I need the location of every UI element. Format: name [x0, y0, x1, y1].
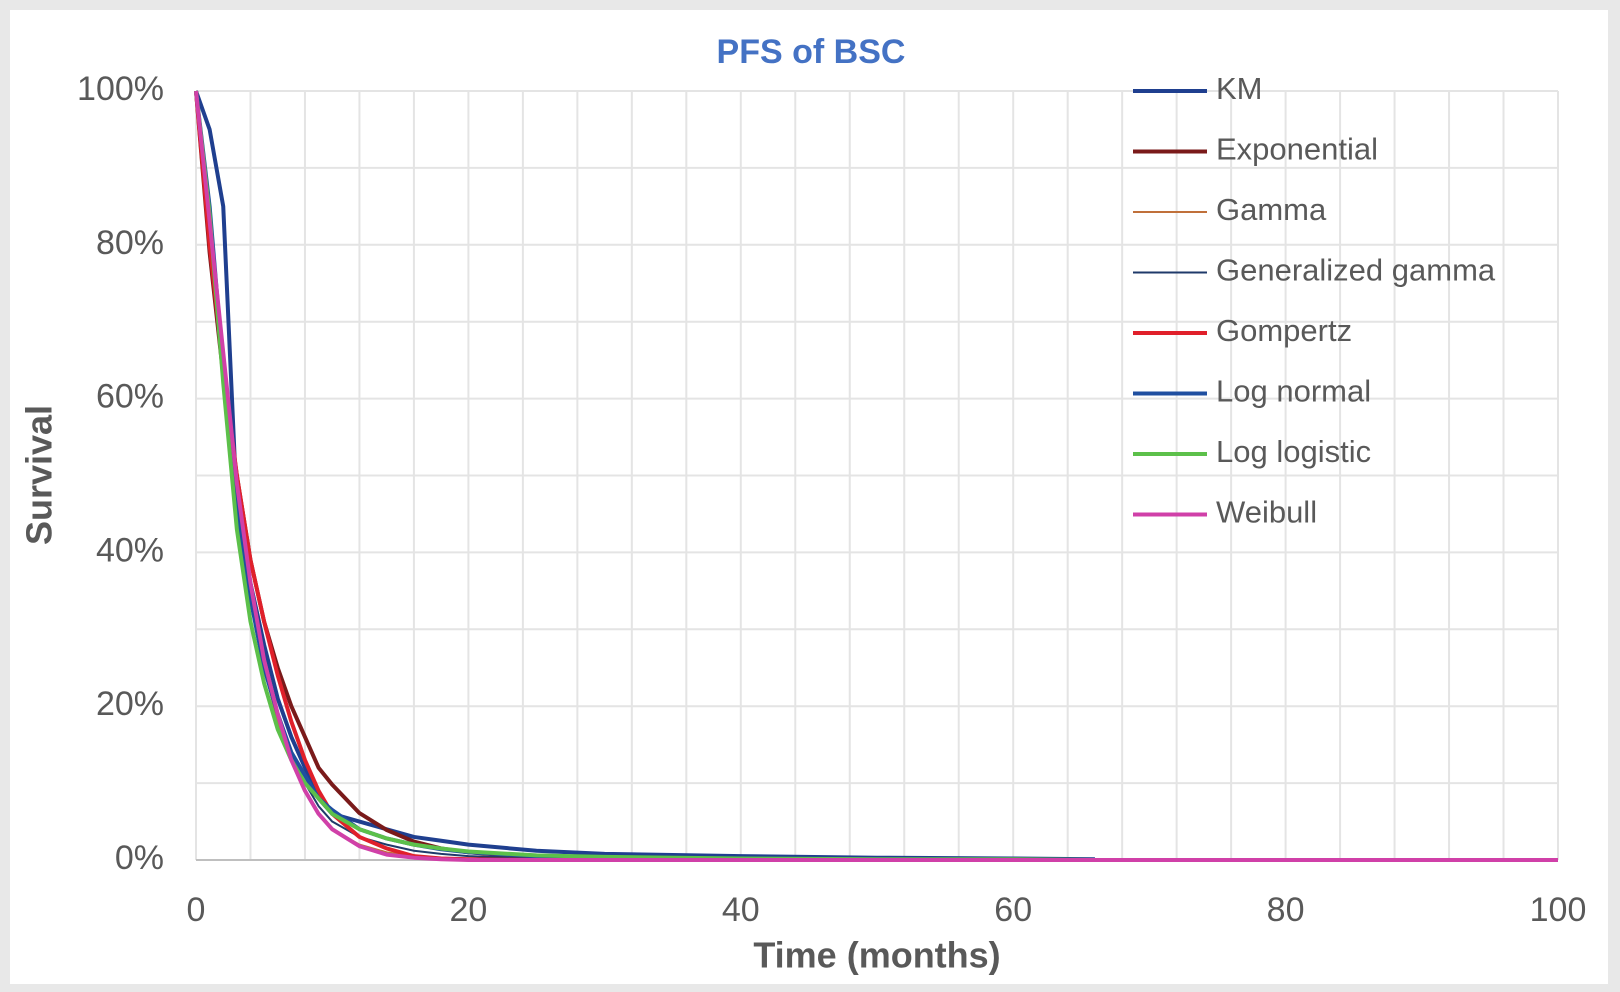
y-tick-label: 40%	[96, 531, 164, 569]
legend-label: Weibull	[1216, 495, 1317, 530]
legend-label: Gompertz	[1216, 313, 1352, 348]
chart-title: PFS of BSC	[717, 33, 906, 71]
legend-label: Log logistic	[1216, 434, 1371, 469]
y-tick-label: 0%	[115, 839, 164, 877]
y-axis-label: Survival	[19, 405, 60, 545]
legend-label: Generalized gamma	[1216, 253, 1496, 288]
y-tick-label: 60%	[96, 378, 164, 416]
y-tick-label: 100%	[77, 70, 164, 108]
chart-background	[10, 10, 1608, 984]
x-tick-label: 80	[1267, 891, 1305, 929]
legend-label: KM	[1216, 71, 1263, 106]
x-tick-label: 60	[994, 891, 1032, 929]
x-tick-label: 0	[187, 891, 206, 929]
legend-label: Gamma	[1216, 192, 1327, 227]
x-tick-label: 20	[449, 891, 487, 929]
legend-label: Exponential	[1216, 132, 1378, 167]
legend-label: Log normal	[1216, 374, 1371, 409]
x-axis-label: Time (months)	[753, 935, 1000, 976]
x-tick-label: 100	[1530, 891, 1587, 929]
x-tick-label: 40	[722, 891, 760, 929]
y-tick-label: 20%	[96, 685, 164, 723]
series-line	[194, 90, 1558, 862]
y-tick-label: 80%	[96, 224, 164, 262]
